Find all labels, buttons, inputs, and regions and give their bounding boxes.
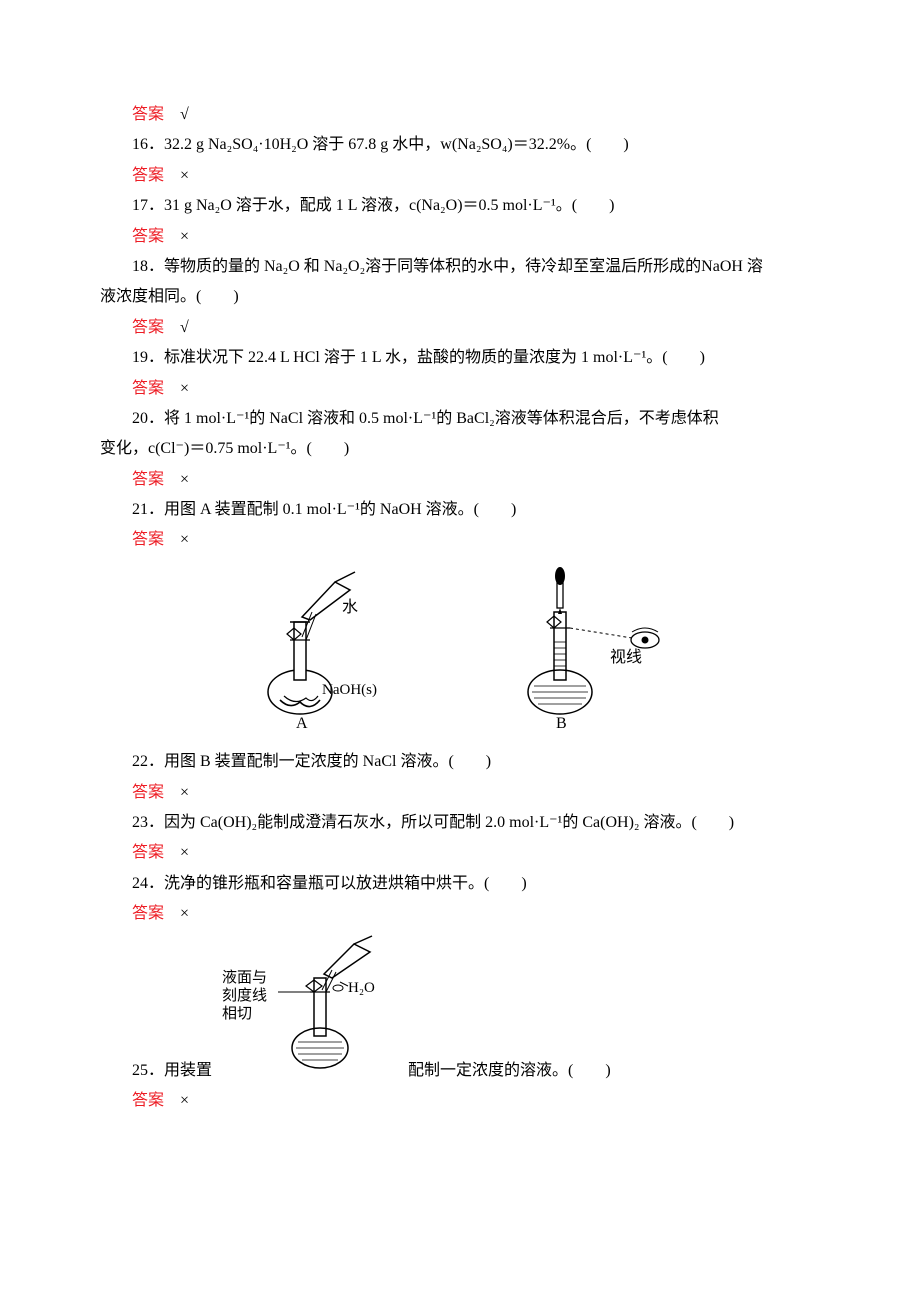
figure-ab: 水 NaOH(s) A [100, 562, 820, 743]
a17-mark: × [180, 228, 189, 245]
svg-text:刻度线: 刻度线 [222, 987, 267, 1004]
figure-q25: 液面与 刻度线 相切 H₂O [220, 930, 400, 1086]
q22: 22．用图 B 装置配制一定浓度的 NaCl 溶液。( ) [100, 747, 820, 777]
q21: 21．用图 A 装置配制 0.1 mol·L⁻¹的 NaOH 溶液。( ) [100, 495, 820, 525]
q25-post-text: 配制一定浓度的溶液。( ) [408, 1056, 611, 1086]
svg-text:A: A [296, 715, 308, 732]
a25-mark: × [180, 1092, 189, 1109]
a22-mark: × [180, 784, 189, 801]
figure-b-icon: 视线 B [510, 562, 680, 732]
svg-text:水: 水 [342, 598, 358, 616]
answer-label: 答案 [132, 228, 164, 245]
q18-line2: 液浓度相同。( ) [100, 282, 820, 312]
a15-mark: √ [180, 106, 189, 123]
answer-label: 答案 [132, 167, 164, 184]
figure-q25-icon: 液面与 刻度线 相切 H₂O [220, 930, 400, 1075]
svg-text:相切: 相切 [222, 1005, 252, 1022]
a20-mark: × [180, 471, 189, 488]
answer-label: 答案 [132, 1092, 164, 1109]
svg-text:NaOH(s): NaOH(s) [322, 682, 377, 698]
a18-mark: √ [180, 319, 189, 336]
answer-label: 答案 [132, 531, 164, 548]
svg-text:视线: 视线 [610, 648, 642, 666]
q25: 25．用装置 液面 [100, 930, 820, 1086]
answer-label: 答案 [132, 905, 164, 922]
answer-label: 答案 [132, 106, 164, 123]
figure-a-icon: 水 NaOH(s) A [240, 562, 390, 732]
q16: 16．32.2 g Na₂SO₄·10H₂O 溶于 67.8 g 水中，w(Na… [100, 130, 820, 160]
q18-line1: 18．等物质的量的 Na₂O 和 Na₂O₂溶于同等体积的水中，待冷却至室温后所… [100, 252, 820, 282]
q25-pre-text: 25．用装置 [100, 1056, 212, 1086]
a19-mark: × [180, 380, 189, 397]
a23-mark: × [180, 844, 189, 861]
answer-label: 答案 [132, 319, 164, 336]
answer-label: 答案 [132, 784, 164, 801]
svg-text:H₂O: H₂O [348, 980, 375, 996]
q17: 17．31 g Na₂O 溶于水，配成 1 L 溶液，c(Na₂O)＝0.5 m… [100, 191, 820, 221]
q19: 19．标准状况下 22.4 L HCl 溶于 1 L 水，盐酸的物质的量浓度为 … [100, 343, 820, 373]
a21-mark: × [180, 531, 189, 548]
a24-mark: × [180, 905, 189, 922]
svg-text:B: B [556, 715, 567, 732]
answer-label: 答案 [132, 844, 164, 861]
a16-mark: × [180, 167, 189, 184]
q23: 23．因为 Ca(OH)₂能制成澄清石灰水，所以可配制 2.0 mol·L⁻¹的… [100, 808, 820, 838]
q20-line2: 变化，c(Cl⁻)＝0.75 mol·L⁻¹。( ) [100, 434, 820, 464]
answer-label: 答案 [132, 380, 164, 397]
answer-label: 答案 [132, 471, 164, 488]
q20-line1: 20．将 1 mol·L⁻¹的 NaCl 溶液和 0.5 mol·L⁻¹的 Ba… [100, 404, 820, 434]
svg-text:液面与: 液面与 [222, 969, 267, 986]
q24: 24．洗净的锥形瓶和容量瓶可以放进烘箱中烘干。( ) [100, 869, 820, 899]
